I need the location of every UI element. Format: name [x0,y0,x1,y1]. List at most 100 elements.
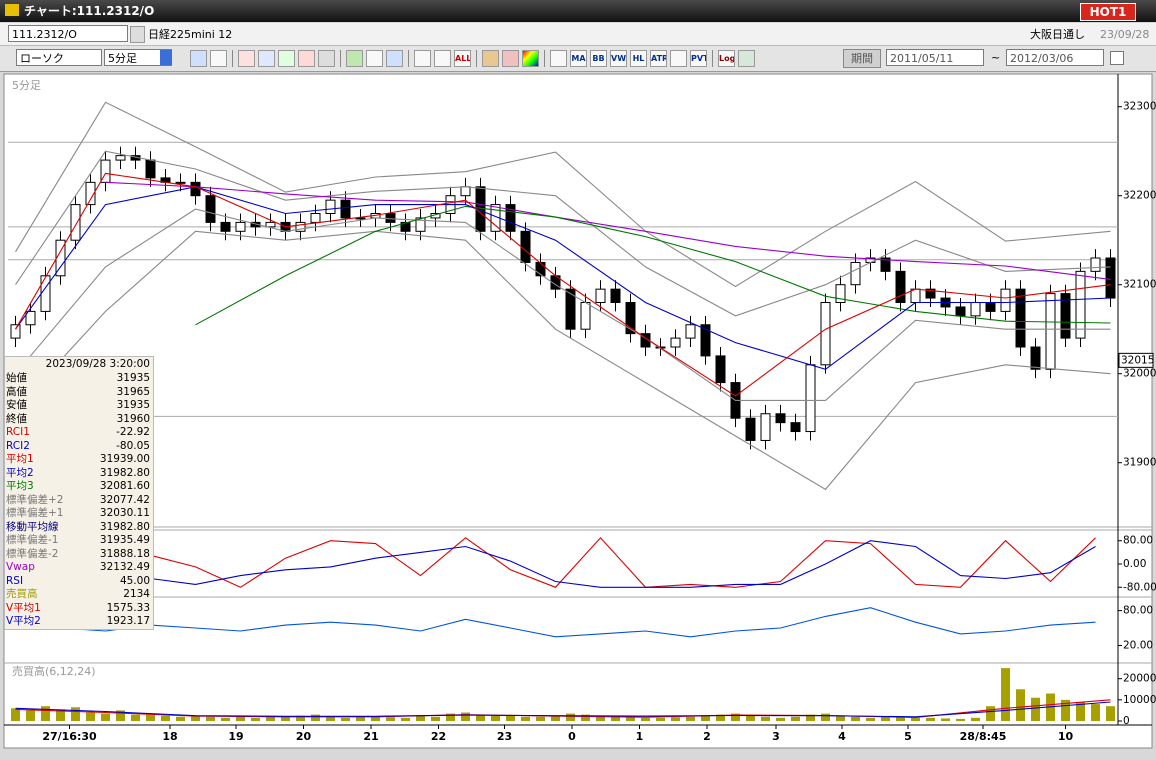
window-title: チャート:111.2312/O [24,4,155,18]
x-tick-label: 4 [838,730,846,743]
candle-body [880,257,891,272]
tool-icon[interactable] [346,50,363,67]
interval-dropdown[interactable] [160,50,172,65]
y-tick-label: 20000 [1123,673,1156,685]
tool-button[interactable]: ALL [454,50,471,67]
volume-bar [386,717,395,721]
candle-body [760,413,771,441]
indicator-line [15,208,1111,401]
tool-button[interactable]: MA [570,50,587,67]
info-row: 始値 31935 [5,372,153,386]
x-tick-label: 21 [363,730,378,743]
separator [408,50,409,67]
period-button[interactable]: 期間 [843,49,881,68]
info-value: 31935.49 [99,534,150,546]
candle-body [1090,257,1101,272]
volume-bar [266,715,275,721]
volume-bar [221,717,230,721]
info-value: 31982.80 [99,520,150,533]
interval-select[interactable]: 5分足 [104,49,172,66]
info-row: RCI2 -80.05 [5,440,153,454]
volume-bar [191,715,200,721]
candle-body [385,213,396,223]
tool-icon[interactable] [550,50,567,67]
tool-icon[interactable] [414,50,431,67]
candle-body [715,355,726,384]
tool-button[interactable]: BB [590,50,607,67]
volume-bar [776,717,785,721]
symbol-dropdown[interactable] [130,26,145,43]
info-value: 31935 [116,399,150,411]
volume-bar [881,716,890,721]
volume-bar [281,716,290,721]
volume-bar [311,714,320,721]
candle-body [895,270,906,304]
volume-bar [251,717,260,721]
checkbox[interactable] [1110,51,1124,65]
tool-button[interactable]: HL [630,50,647,67]
volume-bar [851,716,860,721]
style-select[interactable]: ローソク [16,49,102,66]
volume-bar [716,714,725,721]
symbol-input[interactable]: 111.2312/O [8,25,128,42]
tool-button[interactable]: PVT [690,50,707,67]
volume-bar [446,713,455,721]
info-value: 32030.11 [99,507,150,519]
candle-body [805,364,816,433]
tool-icon[interactable] [386,50,403,67]
tool-icon[interactable] [522,50,539,67]
tool-icon[interactable] [366,50,383,67]
candle-body [835,284,846,304]
separator [712,50,713,67]
info-row: 高値 31965 [5,386,153,400]
tool-icon[interactable] [482,50,499,67]
volume-bar [236,716,245,721]
tool-icon[interactable] [670,50,687,67]
candle-body [235,221,246,232]
info-label: 平均1 [6,453,34,465]
info-row: 平均1 31939.00 [5,453,153,467]
chart-area [3,73,1153,749]
tool-icon[interactable] [258,50,275,67]
x-tick-label: 19 [228,730,243,743]
volume-bar [566,713,575,721]
tool-button[interactable]: Log [718,50,735,67]
candle-body [535,261,546,277]
indicator-line [15,536,1096,588]
from-date[interactable]: 2011/05/11 [886,49,984,66]
tool-button[interactable]: ATR [650,50,667,67]
tool-icon[interactable] [298,50,315,67]
volume-bar [761,716,770,721]
volume-bar [296,715,305,721]
tool-icon[interactable] [738,50,755,67]
candle-body [1000,288,1011,312]
y-tick-label: 32100 [1123,279,1156,291]
info-row: 平均3 32081.60 [5,480,153,494]
tool-icon[interactable] [434,50,451,67]
info-label: RSI [6,574,24,587]
tool-icon[interactable] [210,50,227,67]
info-row: 標準偏差-2 31888.18 [5,548,153,562]
info-value: 32081.60 [99,480,150,492]
volume-bar [806,714,815,721]
x-tick-label: 0 [568,730,576,743]
info-value: -22.92 [116,426,150,438]
tool-icon[interactable] [502,50,519,67]
volume-bar [581,714,590,721]
info-value: 31960 [116,412,150,425]
x-tick-label: 10 [1058,730,1074,743]
x-tick-label: 28/8:45 [960,730,1007,743]
volume-bar [656,717,665,721]
tool-icon[interactable] [238,50,255,67]
tool-button[interactable]: VWAP [610,50,627,67]
tool-icon[interactable] [190,50,207,67]
candle-body [10,324,21,339]
tool-icon[interactable] [278,50,295,67]
tool-icon[interactable] [318,50,335,67]
info-row: 標準偏差-1 31935.49 [5,534,153,548]
to-date[interactable]: 2012/03/06 [1006,49,1104,66]
hot-badge[interactable]: HOT1 [1080,3,1136,21]
market: 大阪日通し [1030,28,1085,41]
volume-bar [521,716,530,721]
candle-body [340,199,351,219]
